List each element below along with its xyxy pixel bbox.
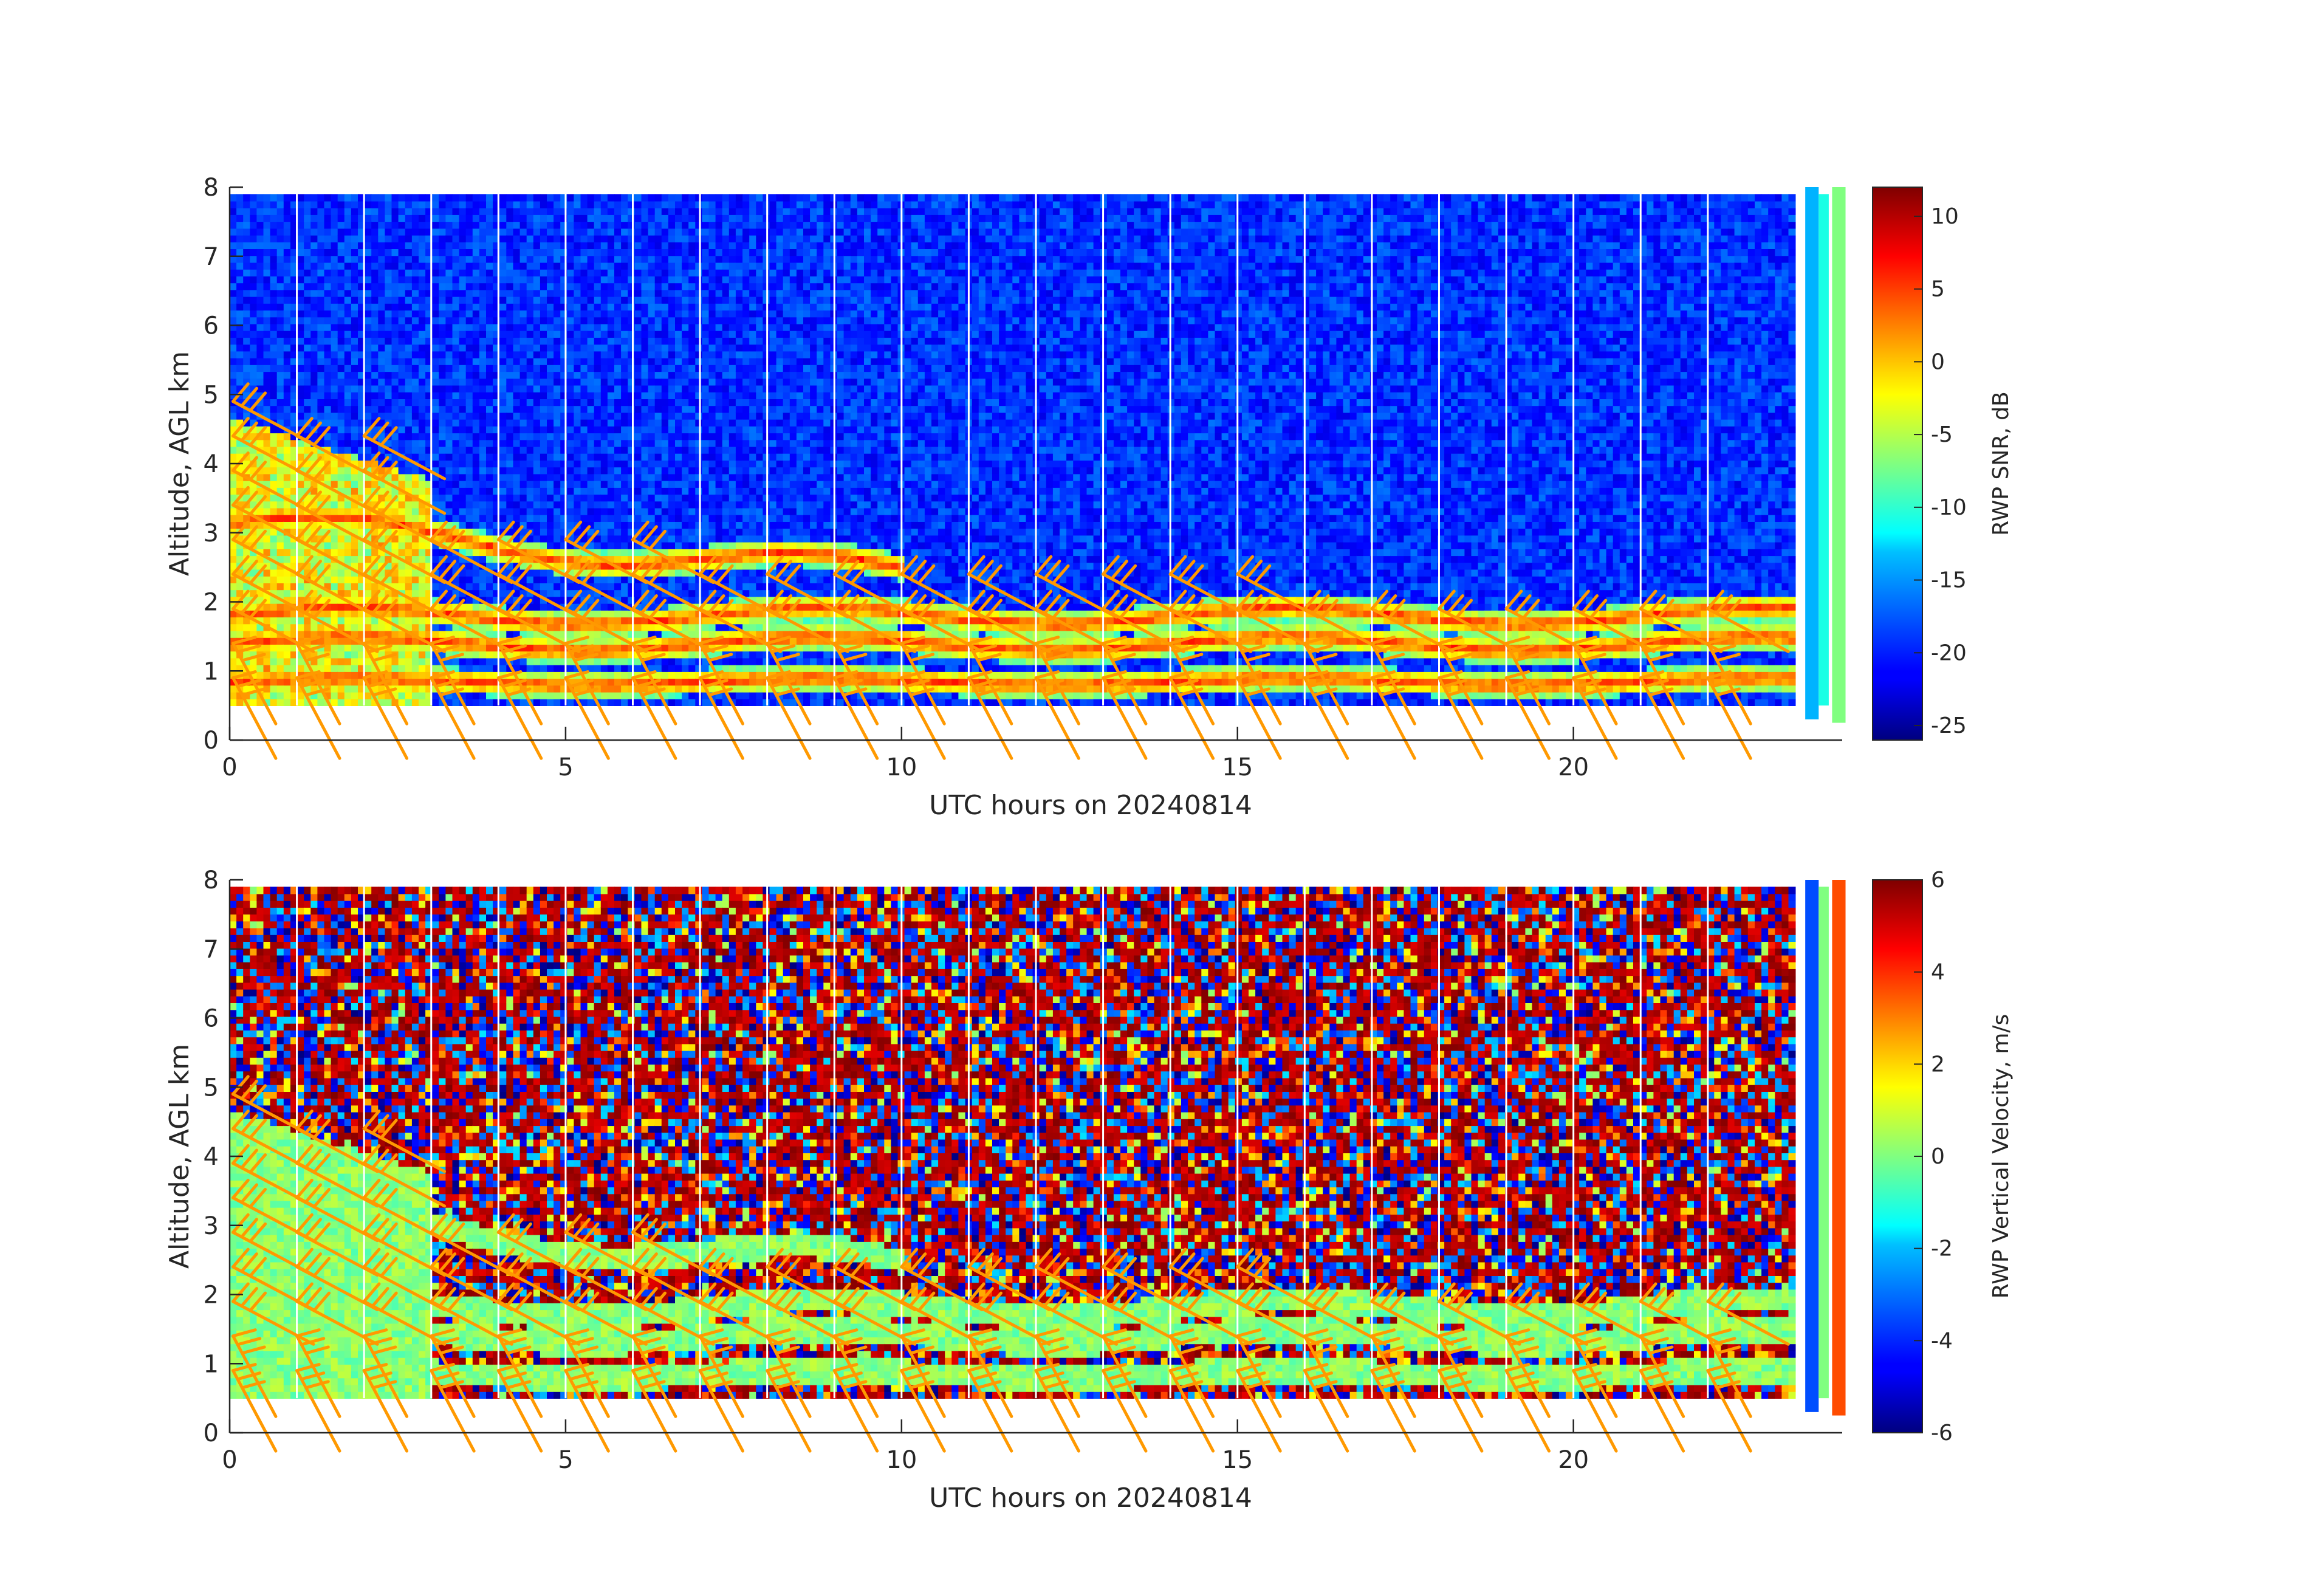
scan-strip xyxy=(1832,880,1845,1416)
y-tick-label: 4 xyxy=(204,1143,219,1171)
colorbar-tick-label: -4 xyxy=(1931,1328,1953,1353)
scan-strip xyxy=(1818,194,1829,705)
y-tick-label: 5 xyxy=(204,1074,219,1102)
x-tick-label: 15 xyxy=(1222,753,1253,781)
scan-strip xyxy=(1805,187,1818,719)
y-tick-label: 1 xyxy=(204,1350,219,1378)
colorbar-tick-label: 5 xyxy=(1931,277,1945,302)
x-tick-label: 20 xyxy=(1558,1446,1589,1474)
colorbar-tick-label: 6 xyxy=(1931,868,1945,893)
y-tick-label: 7 xyxy=(204,936,219,964)
colorbar-label: RWP SNR, dB xyxy=(1989,391,2014,536)
y-tick-label: 1 xyxy=(204,657,219,685)
x-tick-label: 10 xyxy=(886,1446,917,1474)
x-tick-label: 5 xyxy=(558,1446,573,1474)
y-tick-label: 0 xyxy=(204,727,219,755)
scan-strip xyxy=(1832,187,1845,723)
x-tick-label: 0 xyxy=(222,1446,237,1474)
colorbar-tick-label: -6 xyxy=(1931,1421,1953,1446)
y-tick-label: 6 xyxy=(204,1005,219,1033)
colorbar xyxy=(1873,187,1922,740)
colorbar-tick-label: -15 xyxy=(1931,568,1967,593)
y-tick-label: 4 xyxy=(204,450,219,478)
y-tick-label: 2 xyxy=(204,589,219,617)
y-tick-label: 2 xyxy=(204,1281,219,1309)
x-tick-label: 20 xyxy=(1558,753,1589,781)
y-tick-label: 8 xyxy=(204,174,219,202)
colorbar-tick-label: 4 xyxy=(1931,960,1945,985)
y-axis-label: Altitude, AGL km xyxy=(164,1044,195,1269)
y-axis-label: Altitude, AGL km xyxy=(164,351,195,576)
colorbar-tick-label: -25 xyxy=(1931,713,1967,738)
colorbar-label: RWP Vertical Velocity, m/s xyxy=(1989,1014,2014,1299)
y-tick-label: 0 xyxy=(204,1419,219,1447)
x-tick-label: 10 xyxy=(886,753,917,781)
x-axis-label: UTC hours on 20240814 xyxy=(929,790,1252,821)
scan-strip xyxy=(1805,880,1818,1412)
colorbar-tick-label: 2 xyxy=(1931,1052,1945,1077)
colorbar-tick-label: -5 xyxy=(1931,422,1953,447)
y-tick-label: 3 xyxy=(204,520,219,547)
colorbar-tick-label: 0 xyxy=(1931,1144,1945,1169)
x-tick-label: 0 xyxy=(222,753,237,781)
y-tick-label: 3 xyxy=(204,1212,219,1240)
x-axis-label: UTC hours on 20240814 xyxy=(929,1483,1252,1514)
y-tick-label: 8 xyxy=(204,866,219,894)
colorbar-tick-label: -20 xyxy=(1931,640,1967,665)
colorbar-tick-label: -2 xyxy=(1931,1237,1953,1261)
snr-panel: 0 5 10 15 20 0 1 2 3 4 5 6 7 8 UTC hours on 20240814 Al… xyxy=(164,174,2014,821)
x-tick-label: 5 xyxy=(558,753,573,781)
colorbar-tick-label: 0 xyxy=(1931,349,1945,374)
scan-strip xyxy=(1818,887,1829,1398)
y-tick-label: 7 xyxy=(204,243,219,271)
x-tick-label: 15 xyxy=(1222,1446,1253,1474)
colorbar-tick-label: 10 xyxy=(1931,204,1959,229)
y-tick-label: 6 xyxy=(204,312,219,340)
y-tick-label: 5 xyxy=(204,381,219,409)
colorbar-tick-label: -10 xyxy=(1931,495,1967,520)
